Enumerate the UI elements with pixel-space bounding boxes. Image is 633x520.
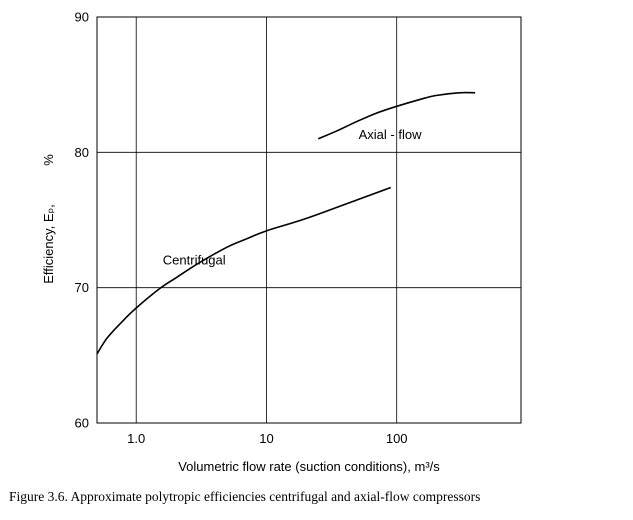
y-tick-label: 60 xyxy=(75,416,89,431)
x-tick-label: 10 xyxy=(259,431,273,446)
y-axis-title: Efficiency, Eₚ, xyxy=(41,204,56,284)
tick-labels: 1.0 10 100 60 70 80 90 xyxy=(75,10,408,447)
x-tick-label: 100 xyxy=(386,431,408,446)
figure-caption: Figure 3.6. Approximate polytropic effic… xyxy=(9,489,481,504)
curve-label: Centrifugal xyxy=(163,253,226,268)
curve-labels: Centrifugal Axial - flow xyxy=(163,127,422,268)
curve-label: Axial - flow xyxy=(359,127,422,142)
y-tick-label: 90 xyxy=(75,10,89,25)
x-tick-label: 1.0 xyxy=(127,431,145,446)
y-tick-label: 80 xyxy=(75,145,89,160)
series-layer xyxy=(96,91,476,355)
axial-flow-curve xyxy=(317,91,476,140)
y-tick-label: 70 xyxy=(75,280,89,295)
x-axis-title: Volumetric flow rate (suction conditions… xyxy=(178,459,440,474)
y-axis-unit: % xyxy=(41,154,56,166)
plot-frame xyxy=(96,16,522,424)
grid xyxy=(97,17,521,423)
centrifugal-curve xyxy=(96,186,392,355)
